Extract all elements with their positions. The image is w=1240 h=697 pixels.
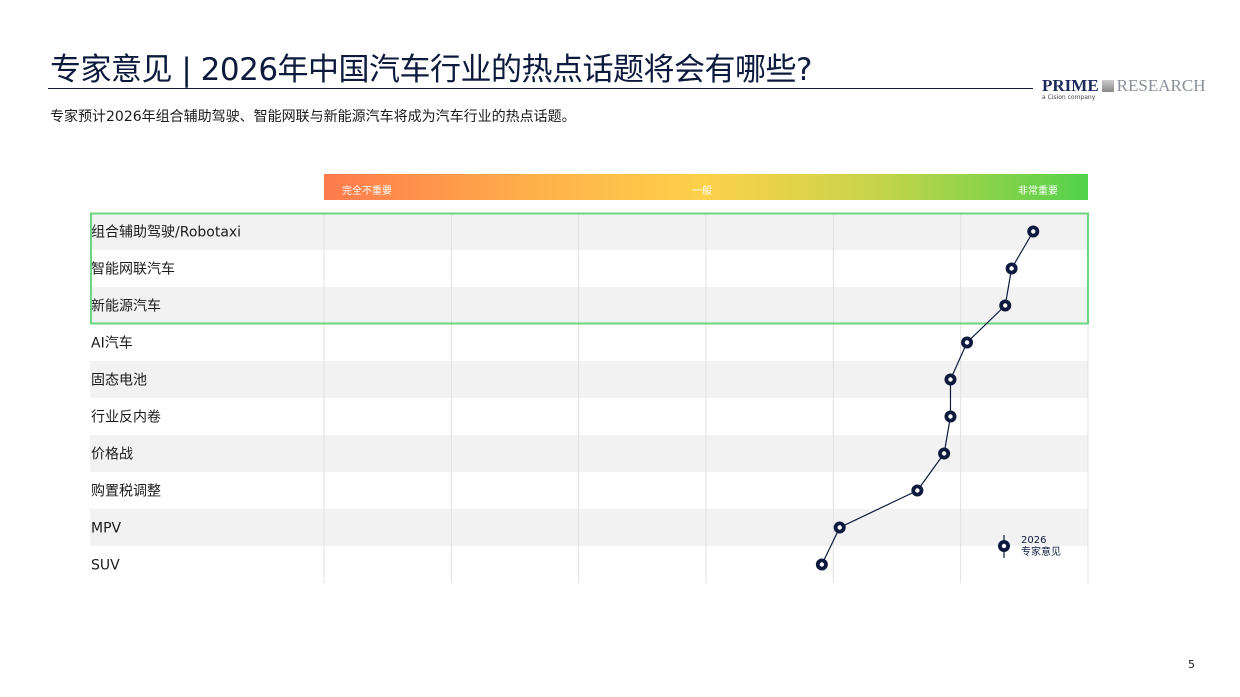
- data-point-center: [948, 414, 953, 419]
- category-label: 新能源汽车: [91, 298, 161, 315]
- logo-text-prime: PRIME: [1042, 76, 1099, 95]
- data-point-center: [819, 562, 825, 567]
- logo-text-research: RESEARCH: [1116, 76, 1206, 95]
- page-number: 5: [1188, 658, 1195, 671]
- category-label: SUV: [91, 558, 120, 574]
- data-point-center: [1003, 303, 1008, 308]
- scale-label-mid: 一般: [692, 186, 712, 197]
- category-label: 购置税调整: [91, 484, 161, 500]
- data-point-center: [915, 488, 920, 493]
- title-divider: [48, 88, 1033, 89]
- row-shade: [90, 287, 1088, 324]
- data-point-center: [964, 340, 970, 345]
- category-label: MPV: [91, 521, 122, 537]
- importance-scale-bar: 完全不重要 一般 非常重要: [324, 174, 1088, 200]
- data-point-center: [837, 525, 842, 530]
- category-label: 组合辅助驾驶/Robotaxi: [91, 225, 241, 241]
- highlight-box: [90, 212, 1089, 325]
- category-label: 智能网联汽车: [91, 261, 175, 278]
- page-subtitle: 专家预计2026年组合辅助驾驶、智能网联与新能源汽车将成为汽车行业的热点话题。: [50, 109, 576, 125]
- row-shade: [90, 361, 1088, 398]
- logo-mark-icon: [1101, 80, 1114, 92]
- legend: 2026 专家意见: [1021, 535, 1061, 559]
- category-label: 固态电池: [91, 373, 147, 389]
- legend-marker-center-icon: [1001, 543, 1007, 549]
- data-point-center: [1009, 266, 1014, 271]
- row-shade: [90, 435, 1088, 472]
- logo-subtext: a Cision company: [1042, 94, 1096, 101]
- data-point-center: [1031, 229, 1036, 234]
- category-label: AI汽车: [91, 335, 133, 352]
- legend-label-year: 2026: [1021, 535, 1047, 546]
- series-line: [821, 231, 1034, 565]
- data-point-center: [941, 451, 947, 456]
- scale-label-low: 完全不重要: [342, 186, 392, 197]
- category-label: 行业反内卷: [91, 410, 161, 426]
- prime-research-logo: PRIME RESEARCH a Cision company: [1042, 76, 1205, 101]
- page-title: 专家意见 | 2026年中国汽车行业的热点话题将会有哪些?: [50, 52, 813, 88]
- row-shade: [90, 213, 1088, 250]
- category-label: 价格战: [91, 447, 133, 463]
- scale-label-high: 非常重要: [1018, 186, 1058, 197]
- data-point-center: [948, 377, 953, 382]
- row-shade: [90, 509, 1088, 546]
- legend-label-series: 专家意见: [1021, 547, 1061, 558]
